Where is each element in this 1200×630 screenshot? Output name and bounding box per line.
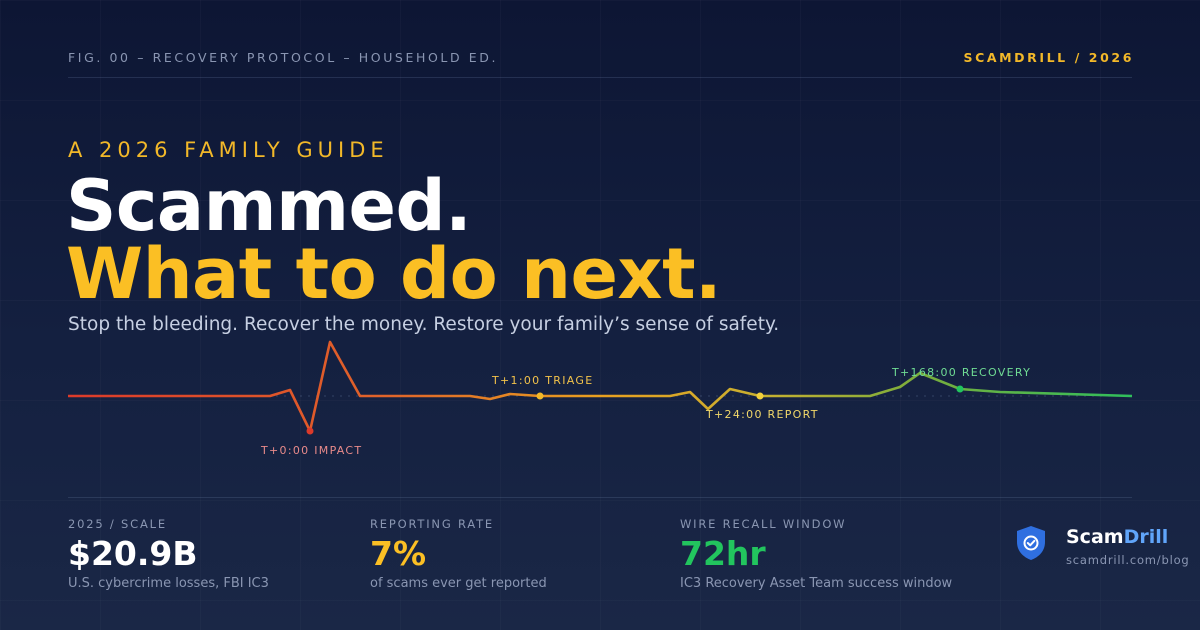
stat-description: IC3 Recovery Asset Team success window — [680, 576, 953, 591]
brand-name-part1: Scam — [1066, 526, 1124, 548]
stat-value: 72hr — [680, 534, 766, 573]
figure-label: FIG. 00 – RECOVERY PROTOCOL – HOUSEHOLD … — [68, 50, 499, 65]
marker-triage-label: T+1:00 TRIAGE — [491, 374, 593, 387]
recovery-point — [956, 385, 964, 393]
brand-name-part2: Drill — [1123, 526, 1169, 548]
brand-year-label: SCAMDRILL / 2026 — [963, 50, 1134, 65]
stat-reporting-rate: REPORTING RATE 7% of scams ever get repo… — [370, 517, 547, 591]
marker-recovery-label: T+168:00 RECOVERY — [891, 366, 1031, 379]
marker-report-label: T+24:00 REPORT — [705, 408, 819, 421]
header-divider — [68, 77, 1132, 78]
stat-value: $20.9B — [68, 534, 198, 573]
brand-name: ScamDrill — [1066, 526, 1168, 548]
stat-label: 2025 / SCALE — [68, 517, 167, 531]
marker-impact-label: T+0:00 IMPACT — [260, 444, 362, 457]
stat-value: 7% — [370, 534, 427, 573]
stat-wire-recall: WIRE RECALL WINDOW 72hr IC3 Recovery Ass… — [680, 517, 952, 591]
headline-line-2: What to do next. — [66, 233, 722, 315]
shield-check-icon — [1017, 526, 1045, 560]
stat-label: REPORTING RATE — [370, 517, 494, 531]
headline-line-1: Scammed. — [66, 165, 472, 247]
stat-scale: 2025 / SCALE $20.9B U.S. cybercrime loss… — [68, 517, 269, 591]
stats-divider — [68, 497, 1132, 498]
eyebrow: A 2026 FAMILY GUIDE — [68, 138, 389, 162]
triage-point — [536, 392, 544, 400]
stat-description: of scams ever get reported — [370, 576, 547, 591]
impact-point — [306, 427, 314, 435]
stat-label: WIRE RECALL WINDOW — [680, 517, 847, 531]
brand-url: scamdrill.com/blog — [1066, 553, 1190, 567]
report-point — [756, 392, 764, 400]
subtitle: Stop the bleeding. Recover the money. Re… — [68, 314, 780, 335]
pulse-path — [68, 340, 1133, 433]
stat-description: U.S. cybercrime losses, FBI IC3 — [68, 576, 269, 591]
